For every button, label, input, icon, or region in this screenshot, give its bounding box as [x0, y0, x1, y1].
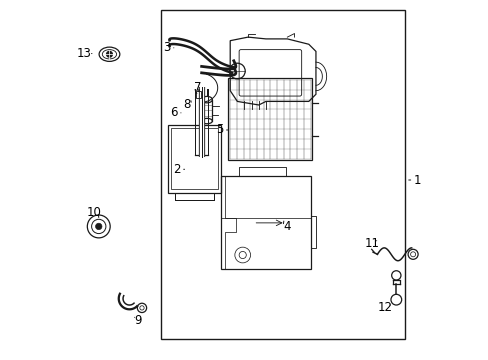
- Text: 8: 8: [183, 99, 191, 112]
- Text: 13: 13: [77, 47, 92, 60]
- Bar: [228, 78, 312, 160]
- Circle shape: [95, 223, 102, 230]
- Text: 9: 9: [134, 314, 142, 327]
- Bar: [221, 176, 310, 269]
- Text: 10: 10: [86, 206, 101, 219]
- Text: 5: 5: [215, 123, 223, 136]
- Text: 3: 3: [163, 41, 170, 54]
- Text: 12: 12: [377, 301, 391, 314]
- Circle shape: [106, 51, 112, 57]
- Text: 11: 11: [364, 237, 379, 250]
- Bar: [167, 125, 221, 193]
- Bar: [196, 91, 201, 98]
- Text: 7: 7: [194, 81, 202, 94]
- Text: 4: 4: [283, 220, 290, 233]
- Text: 2: 2: [173, 163, 180, 176]
- Bar: [171, 128, 217, 189]
- Text: 6: 6: [170, 106, 177, 120]
- Text: 1: 1: [413, 174, 421, 186]
- Bar: [160, 10, 405, 339]
